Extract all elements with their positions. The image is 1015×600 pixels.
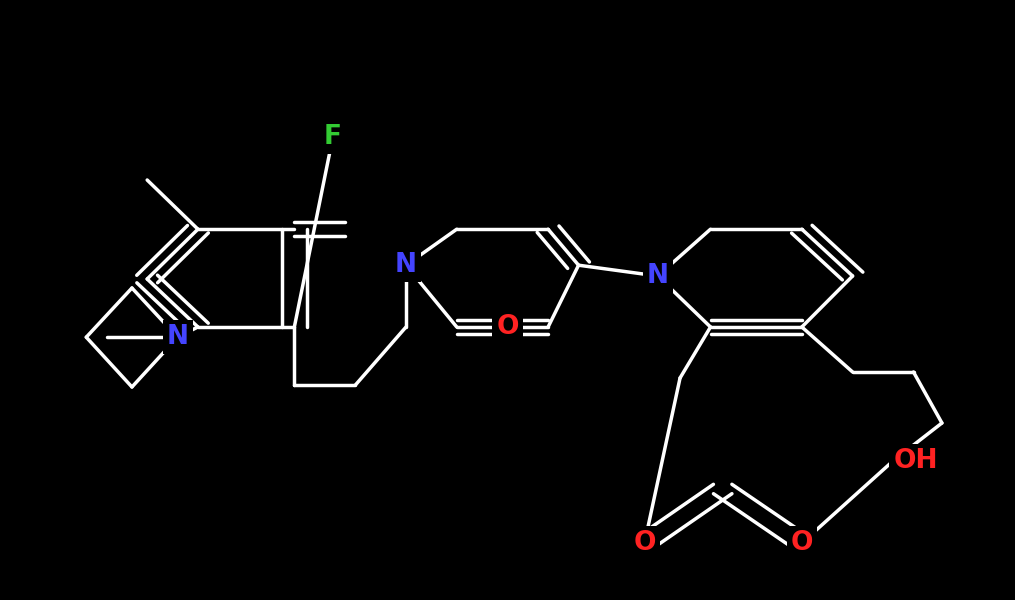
Text: OH: OH [893, 448, 938, 474]
Text: F: F [324, 124, 342, 150]
Text: O: O [496, 314, 519, 340]
Text: O: O [633, 530, 656, 556]
Text: O: O [791, 530, 813, 556]
Text: N: N [647, 263, 669, 289]
Text: N: N [395, 252, 417, 278]
Text: N: N [166, 324, 189, 350]
